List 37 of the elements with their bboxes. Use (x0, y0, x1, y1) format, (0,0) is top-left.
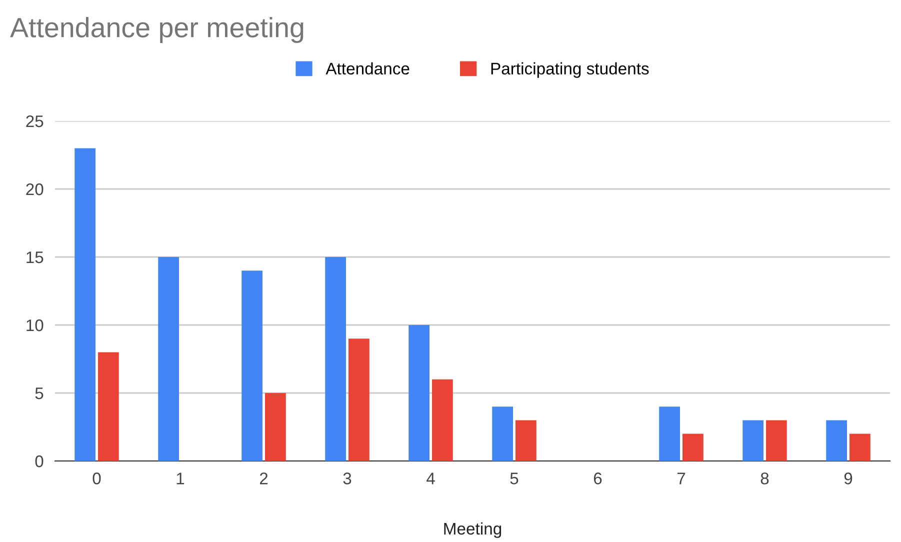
y-tick-label: 5 (35, 388, 44, 400)
bar (74, 148, 96, 461)
y-tick-label: 15 (26, 252, 44, 264)
y-tick-label: 10 (26, 319, 44, 332)
bar (408, 325, 430, 461)
bar (850, 434, 870, 461)
bar (242, 270, 262, 461)
bar (265, 393, 286, 461)
x-tick-label: 0 (92, 472, 101, 484)
chart-title: Attendance per meeting (10, 17, 304, 43)
x-tick-label: 2 (260, 472, 268, 484)
bar (766, 420, 787, 461)
y-tick-label: 20 (26, 183, 44, 196)
x-tick-label: 4 (426, 472, 435, 484)
bar (98, 352, 119, 461)
legend-label: Attendance (326, 62, 410, 75)
bar (516, 420, 536, 461)
legend-label: Participating students (491, 62, 649, 78)
x-tick-label: 7 (677, 472, 686, 484)
x-tick-label: 8 (760, 472, 769, 484)
bar (492, 406, 513, 461)
bar (158, 257, 179, 461)
x-tick-label: 6 (594, 472, 602, 484)
bar (742, 420, 764, 461)
x-tick-label: 9 (844, 472, 852, 484)
bar (826, 420, 847, 461)
y-tick-label: 25 (26, 115, 44, 128)
bar (659, 406, 680, 461)
x-tick-label: 5 (510, 472, 518, 484)
y-tick-label: 0 (35, 455, 44, 468)
bar (325, 257, 346, 461)
x-axis-title: Meeting (444, 522, 502, 538)
bar (682, 434, 704, 461)
x-tick-label: 3 (343, 472, 352, 484)
bar (432, 379, 453, 461)
x-tick-label: 1 (176, 472, 184, 484)
bar (348, 338, 370, 461)
